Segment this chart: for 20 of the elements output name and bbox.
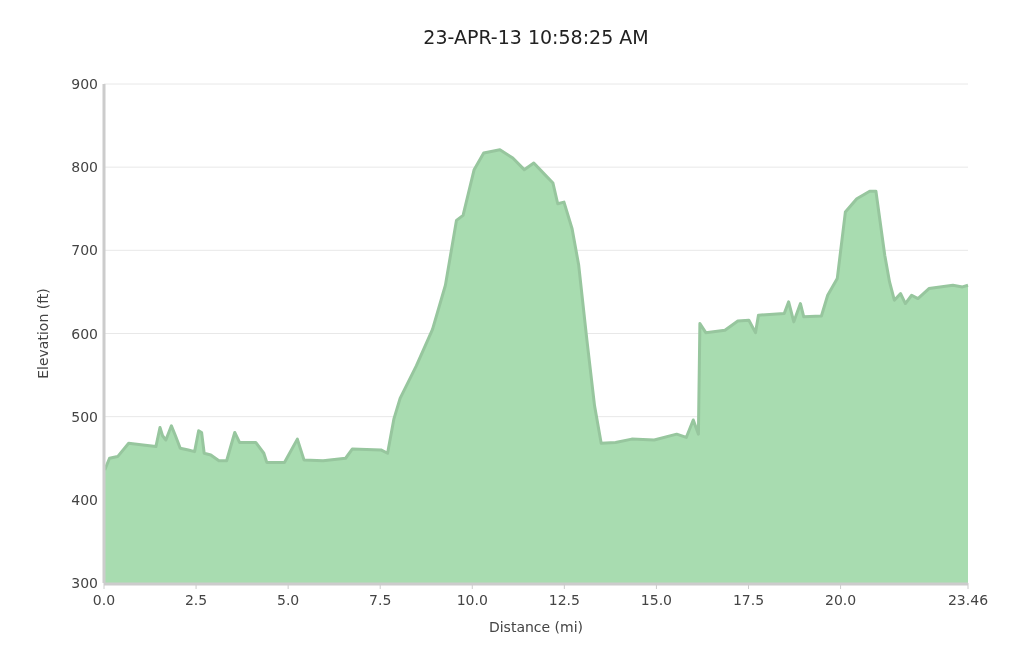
y-axis-title: Elevation (ft) xyxy=(35,288,51,379)
y-tick-label: 500 xyxy=(71,408,98,425)
y-tick-label: 800 xyxy=(71,159,98,176)
chart-title: 23-APR-13 10:58:25 AM xyxy=(423,26,649,48)
x-tick-label: 10.0 xyxy=(456,592,488,608)
x-tick-label: 7.5 xyxy=(369,592,392,608)
y-tick-label: 600 xyxy=(71,325,98,342)
x-axis-title: Distance (mi) xyxy=(488,619,584,635)
x-tick-label: 2.5 xyxy=(184,592,208,608)
y-tick-label: 400 xyxy=(71,491,98,508)
y-tick-label: 900 xyxy=(71,76,98,92)
x-tick-label: 23.46 xyxy=(947,592,989,608)
x-tick-label: 17.5 xyxy=(732,592,765,608)
x-tick-label: 5.0 xyxy=(277,592,300,608)
x-tick-label: 15.0 xyxy=(640,592,673,608)
y-tick-label: 700 xyxy=(71,242,98,259)
x-tick-label: 0.0 xyxy=(92,592,116,608)
x-tick-label: 20.0 xyxy=(824,592,857,608)
y-tick-label: 300 xyxy=(71,575,98,591)
x-tick-label: 12.5 xyxy=(548,592,580,608)
